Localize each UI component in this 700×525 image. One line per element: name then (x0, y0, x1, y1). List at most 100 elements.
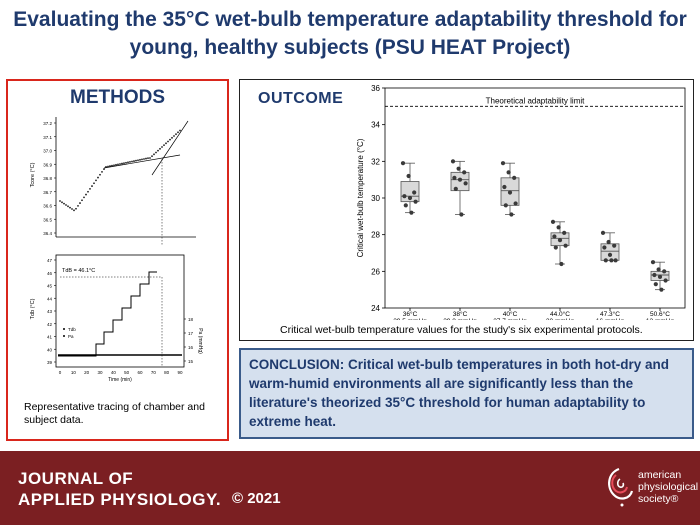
outcome-heading: OUTCOME (258, 90, 344, 107)
data-point (553, 245, 558, 250)
core-temp-point (147, 157, 149, 160)
top-plot-y-tick-label: 36.4 (43, 231, 52, 236)
data-point (656, 267, 661, 272)
top-plot-y-tick-label: 36.7 (43, 190, 52, 195)
bottom-plot-x-tick-label: 60 (137, 370, 143, 375)
bottom-plot-x-tick-label: 10 (71, 370, 77, 375)
core-temp-point (91, 185, 93, 187)
data-point (413, 199, 418, 204)
core-temp-point (59, 200, 61, 202)
data-point (456, 166, 461, 171)
core-temp-point (89, 188, 91, 190)
bottom-plot-y-tick-label: 39 (47, 360, 53, 365)
top-plot-y-tick-label: 36.9 (43, 162, 52, 167)
core-temp-point (171, 136, 173, 139)
data-point (507, 190, 513, 195)
data-point (606, 239, 611, 245)
data-point (557, 238, 563, 243)
society-swirl-icon (608, 467, 634, 507)
y-tick-label: 26 (371, 267, 380, 276)
core-temp-point (169, 138, 171, 141)
core-temp-point (145, 157, 147, 160)
bottom-plot-x-tick-label: 0 (59, 370, 62, 375)
data-point (503, 203, 508, 208)
tdb-annotation: TdB = 46.1°C (62, 268, 95, 274)
bottom-plot-y2-tick-label: 16 (188, 345, 194, 350)
data-point (400, 161, 406, 166)
data-point (462, 170, 467, 175)
journal-line-1: JOURNAL OF (18, 469, 134, 488)
data-point (600, 230, 606, 235)
bottom-plot-y-tick-label: 43 (47, 309, 53, 314)
data-point (457, 177, 463, 182)
bottom-plot-x-tick-label: 50 (124, 370, 130, 375)
y-tick-label: 24 (371, 304, 380, 313)
x-tick-sublabel: 29.5 mmHg (393, 318, 427, 320)
core-temp-point (167, 140, 169, 143)
top-plot-y-tick-label: 36.6 (43, 204, 52, 209)
bottom-plot-x-label: Time (min) (108, 377, 132, 383)
core-temp-point (135, 159, 137, 162)
y-tick-label: 28 (371, 231, 380, 240)
core-temp-point (141, 158, 143, 161)
y-tick-label: 30 (371, 194, 380, 203)
bottom-plot-y-tick-label: 44 (47, 296, 53, 301)
legend-marker (63, 328, 65, 330)
core-temp-point (73, 209, 75, 212)
top-plot-y-label: Tcore (°C) (30, 162, 36, 187)
core-temp-point (83, 196, 85, 199)
core-temp-point (85, 193, 87, 196)
data-point (657, 274, 663, 279)
data-point (607, 252, 613, 257)
bottom-plot-y2-tick-label: 17 (188, 331, 194, 336)
bottom-plot-x-tick-label: 70 (151, 370, 157, 375)
bottom-plot-y-tick-label: 42 (47, 322, 53, 327)
data-point (502, 184, 507, 190)
society-line-1: american (638, 469, 682, 481)
bottom-plot-y-label: Tdb (°C) (30, 298, 36, 319)
core-temp-point (99, 173, 101, 176)
core-temp-point (155, 151, 157, 154)
data-point (612, 243, 617, 248)
reference-line-label: Theoretical adaptability limit (486, 96, 585, 105)
top-plot-y-tick-label: 37.1 (43, 135, 52, 140)
core-temp-point (143, 158, 145, 160)
core-temp-point (163, 144, 165, 147)
box-plot-chart: 24 26 28 30 32 34 36 Critical wet-bulb temperat… (356, 84, 686, 320)
data-point (450, 159, 456, 164)
core-temp-point (77, 205, 79, 207)
core-temp-point (65, 204, 67, 206)
bottom-plot-y2-label: Pa (mmHg) (197, 328, 203, 354)
core-temp-point (149, 157, 151, 159)
data-point (506, 170, 511, 175)
data-point (407, 195, 413, 201)
methods-heading: METHODS (70, 87, 165, 108)
data-point (653, 282, 658, 287)
core-temp-point (97, 176, 99, 179)
data-point (663, 278, 668, 283)
core-temp-point (157, 149, 159, 152)
core-temp-point (127, 161, 129, 164)
x-tick-sublabel: 16 mmHg (596, 318, 625, 320)
core-temp-point (93, 182, 95, 185)
bottom-plot-y-tick-label: 41 (47, 335, 53, 340)
society-line-3: society® (638, 493, 679, 505)
x-tick-label: 40°C (503, 310, 518, 318)
bottom-plot-x-tick-label: 80 (164, 370, 170, 375)
outcome-panel: OUTCOME 24 26 28 30 32 34 36 Critical wet-bulb … (239, 79, 694, 341)
plateau-fit-line (103, 154, 181, 169)
data-point (513, 201, 518, 206)
data-point (562, 230, 567, 235)
core-temp-point (123, 162, 125, 165)
core-temp-point (121, 162, 123, 165)
data-point (613, 258, 618, 263)
journal-line-2: APPLIED PHYSIOLOGY. (18, 490, 222, 509)
bottom-plot-y-tick-label: 46 (47, 271, 53, 276)
methods-panel: METHODS 37.2 37.1 37.0 36.9 36.8 36.7 36.6 36.5… (6, 79, 229, 441)
copyright: © 2021 (232, 490, 281, 507)
society-line-2: physiological (638, 481, 699, 493)
bottom-plot-y-tick-label: 40 (47, 347, 53, 352)
core-temp-point (79, 202, 81, 204)
core-temp-point (133, 160, 135, 162)
core-temp-point (153, 153, 155, 156)
